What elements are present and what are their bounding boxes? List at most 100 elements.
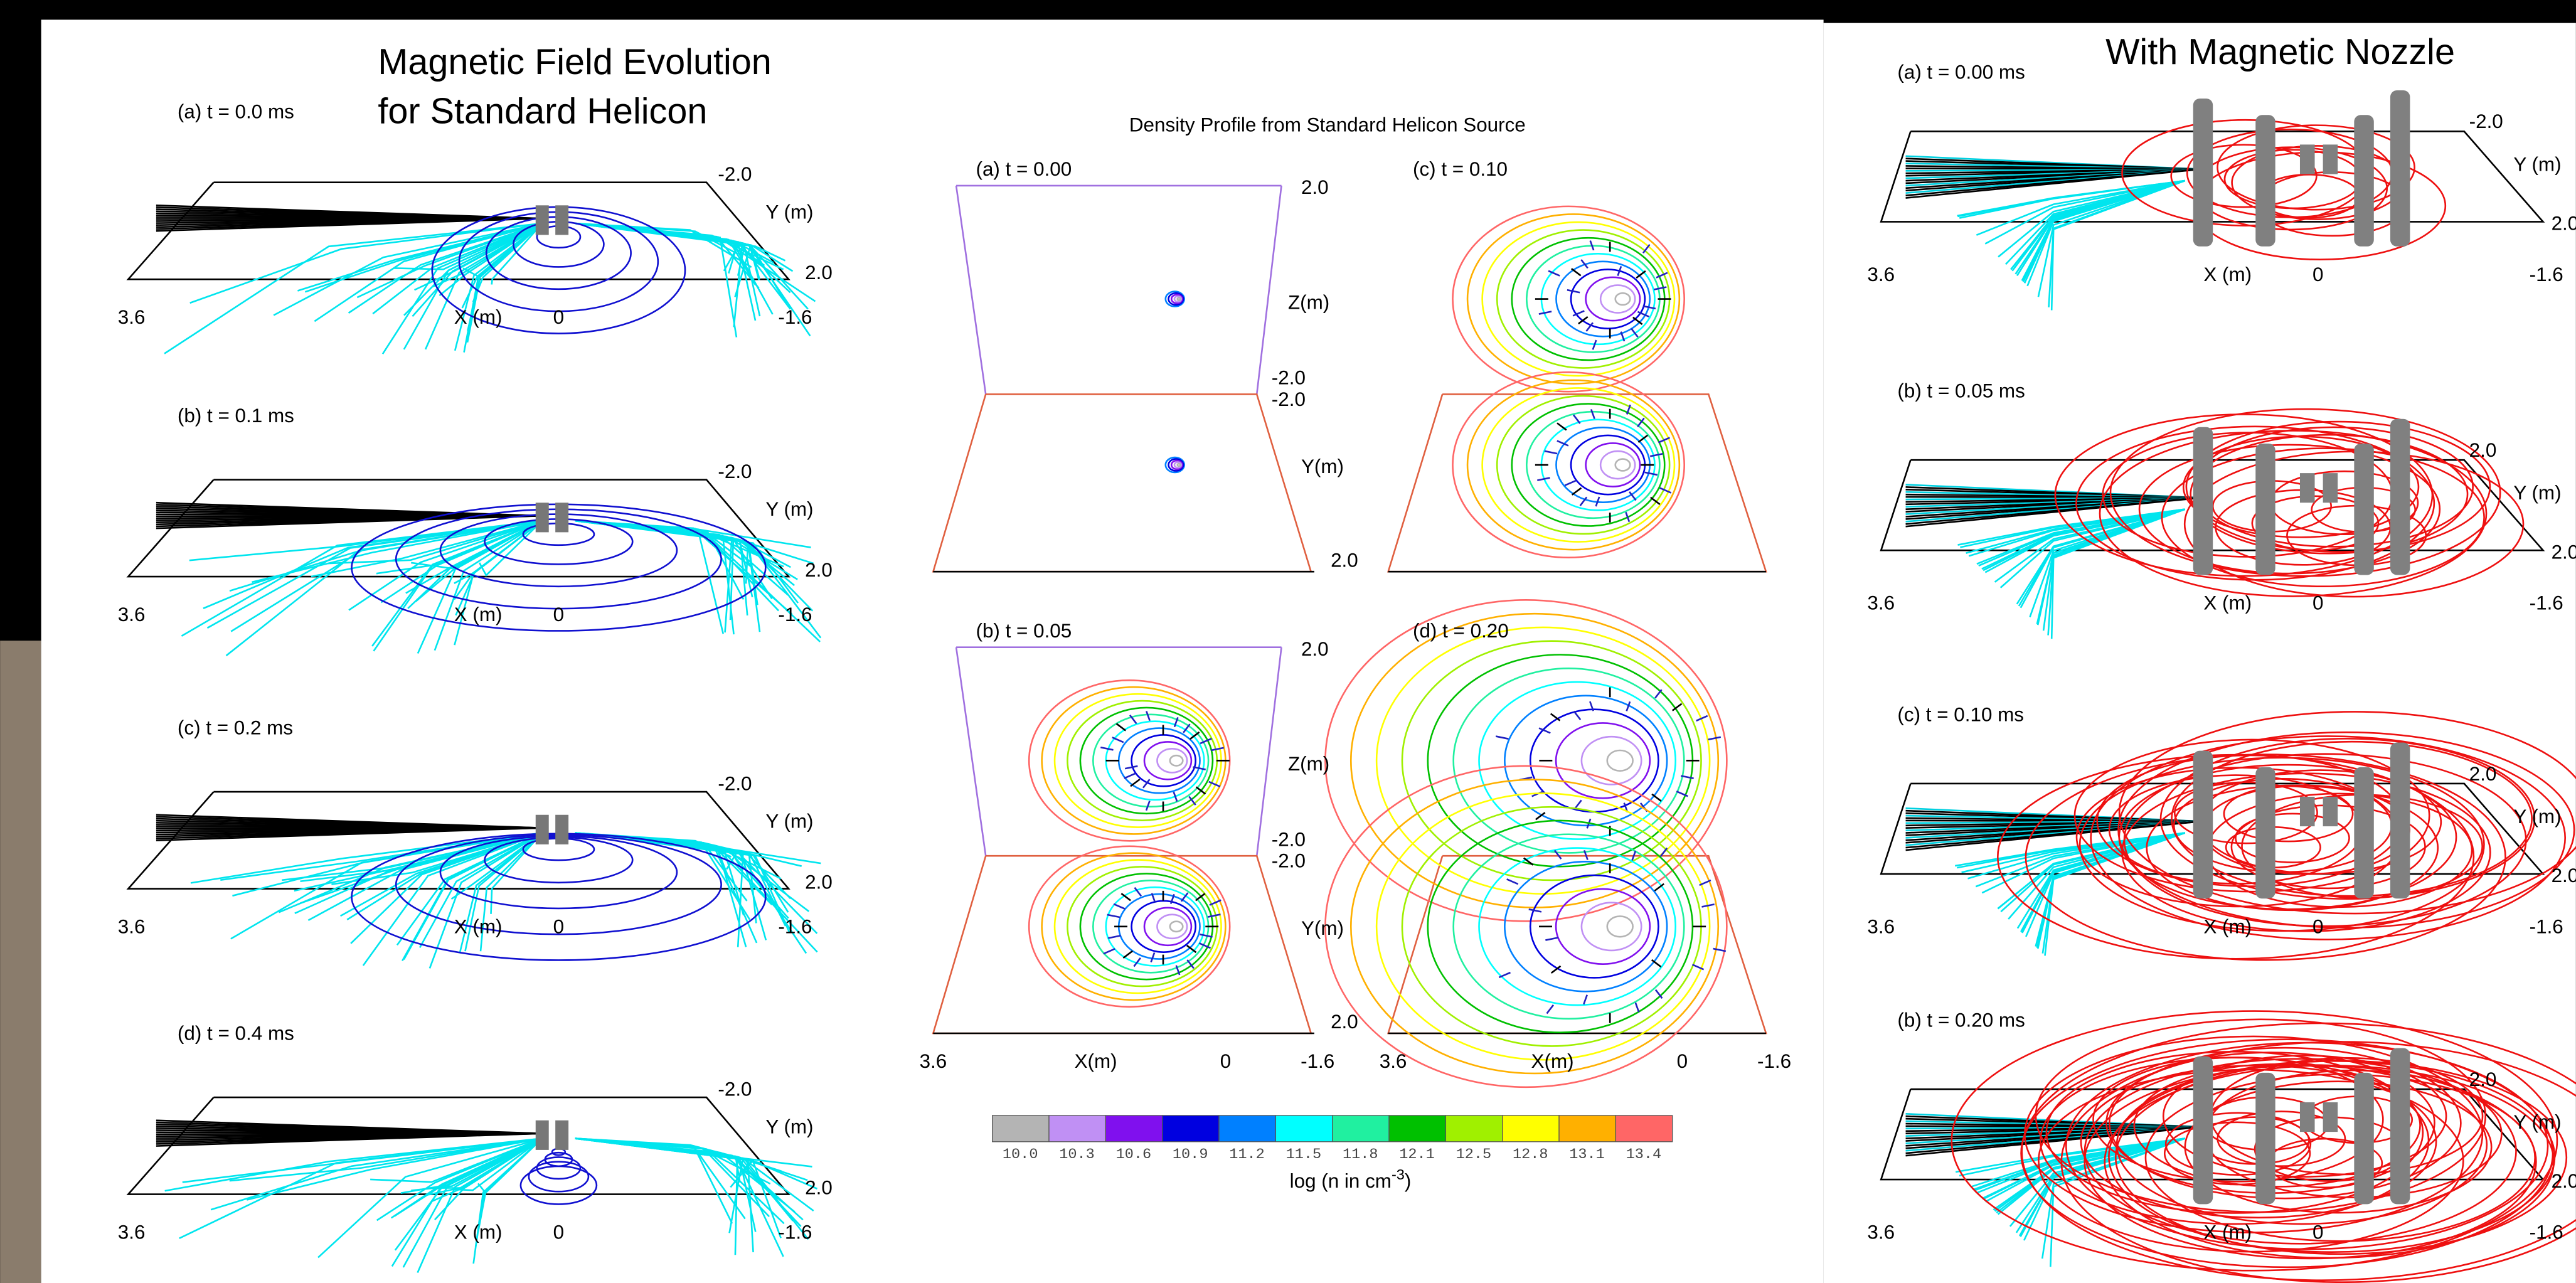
- axis-label: 0: [553, 1221, 564, 1243]
- coil: [536, 503, 549, 532]
- caption-part: -3: [1392, 1166, 1405, 1183]
- colorbar-label: 13.1: [1569, 1146, 1605, 1163]
- axis-label: -2.0: [1272, 850, 1306, 872]
- axis-label: 0: [2313, 915, 2323, 937]
- axis-label: X(m): [1531, 1050, 1574, 1072]
- axis-label: X (m): [2203, 592, 2252, 614]
- colorbar-label: 12.8: [1513, 1146, 1548, 1163]
- coil: [536, 205, 549, 235]
- colorbar-label: 10.6: [1116, 1146, 1152, 1163]
- coil: [2300, 473, 2315, 503]
- axis-label: -2.0: [718, 1078, 752, 1100]
- coil: [2323, 1102, 2338, 1132]
- coil: [2193, 751, 2213, 899]
- title: for Standard Helicon: [378, 91, 707, 131]
- coil: [2390, 1048, 2410, 1205]
- axis-label: -2.0: [1272, 388, 1306, 410]
- axis-label: 3.6: [118, 604, 146, 626]
- axis-label: 2.0: [1301, 176, 1329, 198]
- axis-label: X (m): [454, 604, 503, 626]
- axis-label: Y (m): [2513, 806, 2561, 828]
- axis-label: 2.0: [805, 262, 833, 284]
- axis-label: Z(m): [1288, 753, 1329, 775]
- colorbar-cell: [1219, 1115, 1275, 1142]
- axis-label: 3.6: [118, 915, 146, 937]
- coil: [2323, 144, 2338, 174]
- colorbar-label: 12.5: [1456, 1146, 1492, 1163]
- photo-strip: [0, 641, 41, 1283]
- coil: [536, 1121, 549, 1150]
- axis-label: Y (m): [2513, 153, 2561, 175]
- coil: [555, 1121, 568, 1150]
- coil: [2300, 144, 2315, 174]
- coil: [2255, 115, 2275, 246]
- colorbar-cell: [1559, 1115, 1615, 1142]
- axis-label: 2.0: [2552, 1170, 2576, 1192]
- colorbar-label: 11.5: [1286, 1146, 1322, 1163]
- axis-label: 3.6: [1867, 915, 1895, 937]
- axis-label: 0: [2313, 264, 2323, 285]
- coil: [2354, 115, 2373, 246]
- axis-label: 2.0: [2469, 763, 2497, 785]
- colorbar-cell: [1275, 1115, 1332, 1142]
- panel-label: (c) t = 0.2 ms: [178, 716, 293, 738]
- coil: [2354, 767, 2373, 898]
- coil: [2255, 444, 2275, 575]
- axis-label: -1.6: [778, 915, 812, 937]
- coil: [536, 815, 549, 844]
- axis-label: -2.0: [1272, 367, 1306, 389]
- colorbar-cell: [1333, 1115, 1389, 1142]
- axis-label: 3.6: [118, 306, 146, 328]
- axis-label: X (m): [2203, 915, 2252, 937]
- axis-label: 2.0: [2552, 541, 2576, 563]
- axis-label: Y (m): [765, 498, 813, 520]
- colorbar-cell: [1163, 1115, 1219, 1142]
- axis-label: 3.6: [1867, 264, 1895, 285]
- axis-label: X (m): [454, 306, 503, 328]
- title: With Magnetic Nozzle: [2105, 32, 2455, 72]
- axis-label: 2.0: [2552, 865, 2576, 886]
- colorbar-label: 11.2: [1229, 1146, 1265, 1163]
- colorbar-label: 13.4: [1626, 1146, 1662, 1163]
- axis-label: -2.0: [2469, 110, 2503, 132]
- axis-label: X(m): [1075, 1050, 1117, 1072]
- colorbar-label: 11.8: [1343, 1146, 1378, 1163]
- axis-label: -1.6: [778, 604, 812, 626]
- panel-label: (a) t = 0.00: [976, 158, 1072, 180]
- panel-label: (a) t = 0.00 ms: [1897, 61, 2025, 83]
- panel-label: (d) t = 0.4 ms: [178, 1022, 294, 1044]
- colorbar-cell: [1445, 1115, 1502, 1142]
- colorbar-label: 10.9: [1173, 1146, 1208, 1163]
- axis-label: Z(m): [1288, 291, 1329, 313]
- caption-part: ): [1405, 1170, 1411, 1192]
- panel-label: (b) t = 0.1 ms: [178, 405, 294, 427]
- colorbar-cell: [1105, 1115, 1162, 1142]
- title: Density Profile from Standard Helicon So…: [1129, 114, 1526, 136]
- axis-label: 2.0: [2552, 213, 2576, 235]
- axis-label: -1.6: [778, 306, 812, 328]
- coil: [2300, 797, 2315, 826]
- axis-label: 0: [553, 604, 564, 626]
- coil: [555, 815, 568, 844]
- axis-label: Y(m): [1301, 917, 1344, 939]
- colorbar-label: 10.0: [1003, 1146, 1038, 1163]
- colorbar-label: 10.3: [1059, 1146, 1095, 1163]
- axis-label: -1.6: [2530, 592, 2563, 614]
- axis-label: 0: [1220, 1050, 1231, 1072]
- axis-label: Y (m): [765, 1116, 813, 1138]
- axis-label: 3.6: [920, 1050, 947, 1072]
- axis-label: -1.6: [1757, 1050, 1791, 1072]
- axis-label: -1.6: [2530, 915, 2563, 937]
- axis-label: -1.6: [778, 1221, 812, 1243]
- axis-label: 0: [1677, 1050, 1688, 1072]
- axis-label: -2.0: [1272, 828, 1306, 850]
- coil: [2354, 444, 2373, 575]
- colorbar-cell: [1503, 1115, 1559, 1142]
- axis-label: -2.0: [718, 460, 752, 482]
- coil: [2300, 1102, 2315, 1132]
- axis-label: 2.0: [2469, 439, 2497, 461]
- axis-label: 2.0: [805, 1177, 833, 1199]
- panel-label: (c) t = 0.10: [1413, 158, 1508, 180]
- left-canvas: [41, 19, 1824, 1283]
- coil: [2390, 90, 2410, 247]
